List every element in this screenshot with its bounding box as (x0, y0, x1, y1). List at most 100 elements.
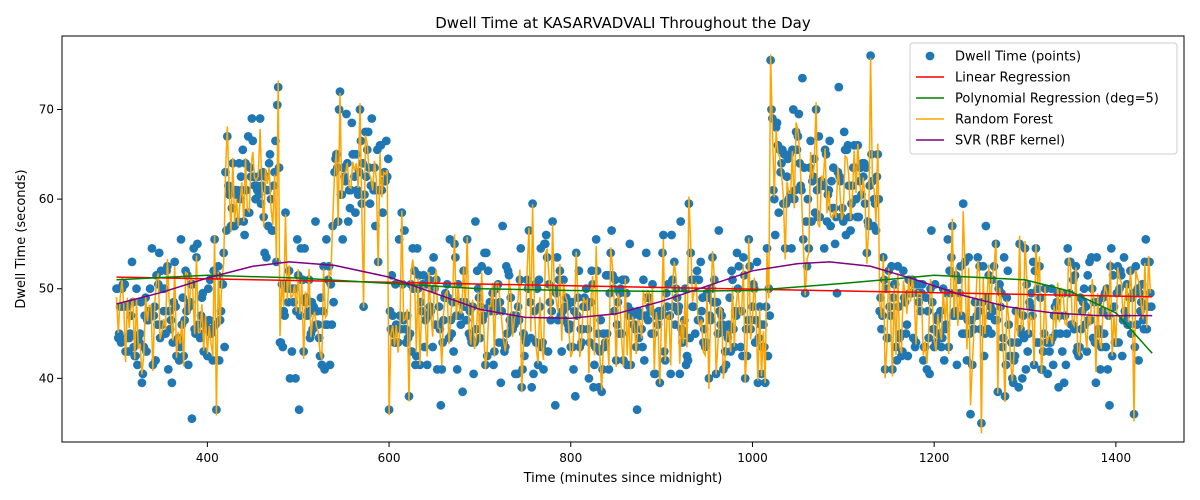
scatter-point (183, 360, 193, 370)
scatter-point (1146, 302, 1156, 312)
scatter-point (1021, 365, 1031, 374)
scatter-point (1069, 324, 1079, 334)
scatter-point (346, 185, 356, 195)
scatter-point (1027, 288, 1036, 298)
scatter-point (559, 275, 568, 285)
scatter-point (762, 244, 772, 253)
scatter-point (861, 163, 871, 173)
scatter-point (324, 261, 334, 271)
scatter-point (388, 311, 398, 320)
scatter-point (1105, 400, 1114, 410)
scatter-point (532, 284, 542, 294)
scatter-point (632, 405, 642, 415)
scatter-point (552, 253, 562, 262)
scatter-point (641, 248, 651, 258)
scatter-point (213, 261, 223, 271)
scatter-point (918, 356, 928, 365)
scatter-point (1106, 244, 1116, 253)
scatter-point (477, 261, 487, 271)
scatter-point (648, 279, 657, 289)
scatter-point (538, 338, 547, 347)
scatter-point (131, 351, 141, 361)
scatter-point (584, 374, 594, 383)
scatter-point (540, 239, 550, 249)
scatter-point (145, 284, 155, 294)
scatter-point (114, 329, 124, 338)
linear-regression-line (116, 276, 1153, 298)
scatter-point (363, 127, 373, 137)
scatter-point (739, 253, 748, 262)
scatter-point (1057, 347, 1067, 356)
scatter-point (255, 114, 265, 123)
scatter-point (902, 320, 912, 329)
scatter-point (138, 369, 148, 379)
x-tick-label: 1000 (737, 451, 768, 465)
scatter-point (1096, 365, 1105, 374)
scatter-point (281, 208, 290, 218)
scatter-point (1082, 347, 1092, 356)
scatter-point (1002, 293, 1012, 303)
scatter-point (798, 73, 807, 83)
scatter-point (193, 239, 202, 249)
y-tick-label: 60 (39, 192, 54, 206)
scatter-point (469, 369, 478, 379)
scatter-point (291, 374, 300, 383)
scatter-point (995, 279, 1004, 289)
y-tick-label: 40 (39, 371, 54, 385)
scatter-point (1061, 360, 1071, 370)
scatter-point (650, 369, 660, 379)
scatter-point (1083, 270, 1093, 280)
legend-label: Random Forest (955, 113, 1053, 128)
scatter-point (1134, 356, 1143, 365)
scatter-point (590, 360, 599, 370)
scatter-point (1062, 329, 1072, 338)
scatter-point (238, 145, 248, 155)
scatter-point (692, 266, 702, 276)
scatter-point (973, 253, 983, 262)
scatter-point (803, 194, 813, 204)
scatter-point (489, 360, 498, 370)
scatter-point (195, 333, 205, 343)
x-axis-label: Time (minutes since midnight) (523, 471, 723, 486)
scatter-point (236, 172, 246, 182)
scatter-point (278, 342, 288, 352)
scatter-point (898, 266, 908, 276)
scatter-point (999, 253, 1009, 262)
scatter-point (826, 221, 835, 231)
scatter-point (248, 136, 258, 146)
scatter-point (714, 226, 724, 235)
scatter-point (208, 356, 218, 365)
scatter-point (132, 284, 141, 294)
legend: Dwell Time (points) Linear Regression Poly… (909, 42, 1178, 155)
scatter-point (294, 405, 304, 415)
scatter-point (591, 235, 601, 244)
scatter-point (154, 248, 164, 258)
scatter-point (1092, 253, 1102, 262)
scatter-point (203, 284, 213, 294)
legend-marker (925, 51, 935, 61)
scatter-point (1099, 329, 1109, 338)
scatter-point (839, 127, 849, 137)
scatter-point (1135, 288, 1144, 298)
scatter-point (483, 266, 493, 276)
scatter-point (689, 302, 698, 312)
scatter-point (690, 329, 700, 338)
scatter-point (567, 297, 577, 307)
scatter-point (265, 149, 275, 159)
scatter-point (843, 140, 853, 150)
scatter-point (234, 158, 244, 168)
scatter-point (925, 369, 934, 379)
scatter-point (903, 351, 913, 361)
scatter-point (755, 302, 765, 312)
scatter-point (133, 360, 142, 370)
legend-label: Dwell Time (points) (955, 50, 1081, 65)
scatter-point (787, 244, 796, 253)
scatter-point (520, 351, 529, 361)
scatter-point (597, 387, 607, 397)
scatter-point (1131, 261, 1141, 271)
scatter-point (694, 275, 704, 285)
x-tick-label: 1200 (919, 451, 950, 465)
scatter-point (1013, 338, 1023, 347)
scatter-point (1048, 360, 1058, 370)
scatter-point (712, 297, 722, 307)
